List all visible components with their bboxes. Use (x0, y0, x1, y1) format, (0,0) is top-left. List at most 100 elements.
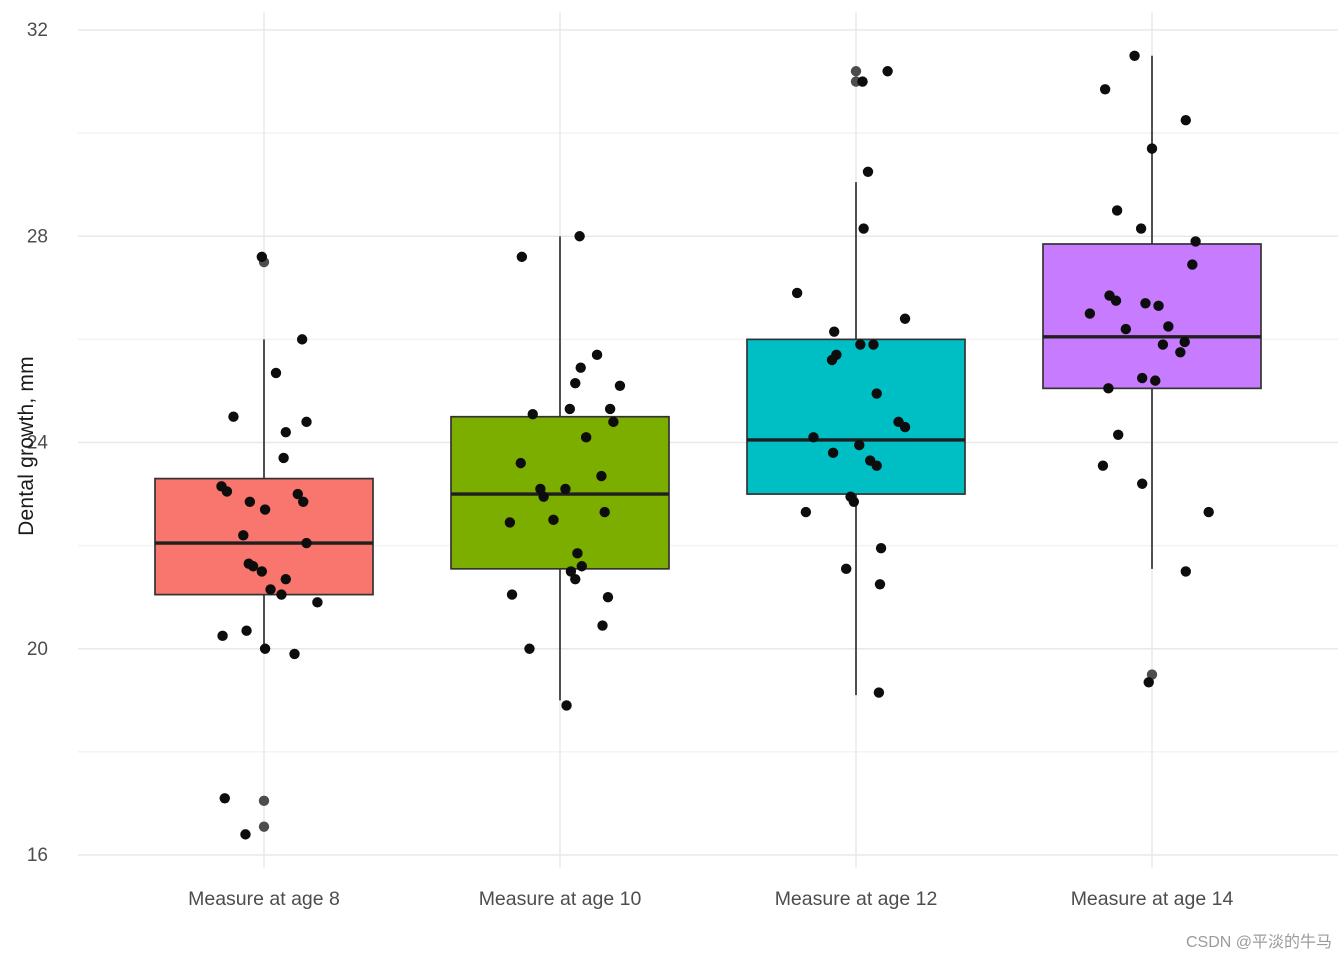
data-point (614, 380, 626, 391)
data-point (527, 408, 538, 420)
data-point (871, 388, 882, 399)
data-point (524, 643, 535, 654)
data-point (875, 543, 887, 554)
data-point (840, 563, 852, 575)
watermark: CSDN @平淡的牛马 (1185, 934, 1332, 951)
data-point (1179, 336, 1190, 348)
data-point (602, 591, 614, 603)
y-tick-label: 24 (27, 433, 49, 454)
data-point (259, 504, 271, 515)
data-point (244, 496, 256, 507)
data-point (1203, 506, 1214, 518)
data-point (1084, 308, 1096, 319)
data-point (874, 579, 886, 590)
data-point (1146, 143, 1158, 154)
data-point (871, 460, 882, 471)
data-point (276, 589, 287, 600)
data-point (591, 349, 603, 361)
x-axis-label-3: Measure at age 14 (1071, 888, 1234, 910)
y-tick-label: 28 (27, 226, 48, 247)
data-point (899, 421, 911, 433)
outlier-point (850, 66, 862, 77)
data-point (873, 687, 885, 698)
box-2 (746, 338, 966, 495)
data-point (597, 620, 608, 631)
data-point (296, 334, 308, 345)
data-point (899, 313, 911, 324)
data-point (1153, 300, 1164, 312)
data-point (270, 367, 282, 379)
data-point (298, 496, 309, 507)
x-axis-label-0: Measure at age 8 (188, 888, 340, 910)
data-point (1103, 383, 1114, 394)
data-point (565, 566, 577, 577)
data-point (561, 700, 572, 711)
data-point (1157, 339, 1169, 350)
data-point (858, 223, 869, 234)
data-point (868, 339, 879, 350)
data-point (572, 548, 583, 559)
data-point (240, 829, 251, 840)
data-point (848, 496, 860, 507)
data-point (538, 491, 549, 502)
data-point (604, 403, 616, 415)
data-point (570, 378, 581, 389)
data-point (791, 287, 803, 299)
outlier-point (258, 795, 270, 807)
data-point (219, 793, 230, 804)
data-point (1187, 259, 1198, 270)
data-point (243, 558, 254, 569)
data-point (1135, 223, 1147, 234)
data-point (280, 426, 291, 438)
data-point (826, 354, 838, 366)
data-point (564, 403, 576, 415)
data-point (217, 630, 228, 642)
data-point (596, 470, 607, 482)
y-axis-title: Dental growth, mm (15, 356, 38, 536)
data-point (580, 432, 592, 443)
data-point (857, 76, 868, 87)
data-point (1190, 236, 1201, 247)
data-point (808, 432, 819, 443)
data-point (829, 326, 840, 337)
data-point (1180, 115, 1191, 126)
data-point (574, 231, 585, 242)
y-tick-label: 16 (27, 845, 48, 866)
box-3 (1042, 243, 1262, 390)
data-point (575, 362, 586, 373)
data-point (221, 486, 233, 497)
data-point (1097, 460, 1109, 471)
data-point (278, 452, 289, 464)
box-0 (154, 477, 374, 596)
data-point (1180, 566, 1191, 577)
data-point (570, 573, 581, 585)
data-point (228, 411, 239, 422)
data-point (516, 251, 528, 263)
data-point (1163, 321, 1174, 332)
y-tick-label: 32 (27, 20, 48, 41)
x-axis-label-2: Measure at age 12 (775, 888, 938, 910)
data-point (855, 339, 866, 350)
data-point (576, 561, 587, 572)
data-point (1136, 478, 1148, 489)
data-point (301, 416, 312, 428)
outlier-point (258, 821, 270, 832)
data-point (289, 648, 300, 660)
data-point (862, 166, 874, 177)
data-point (280, 573, 291, 585)
data-point (301, 537, 312, 549)
data-point (1113, 429, 1124, 440)
data-point (1175, 347, 1186, 358)
x-axis-label-1: Measure at age 10 (479, 888, 642, 910)
data-point (1110, 295, 1122, 306)
data-point (259, 643, 271, 654)
data-point (241, 625, 252, 636)
data-point (882, 66, 893, 77)
data-point (599, 506, 610, 518)
data-point (506, 589, 518, 600)
data-point (800, 506, 812, 518)
data-point (1140, 298, 1151, 309)
data-point (854, 439, 865, 451)
